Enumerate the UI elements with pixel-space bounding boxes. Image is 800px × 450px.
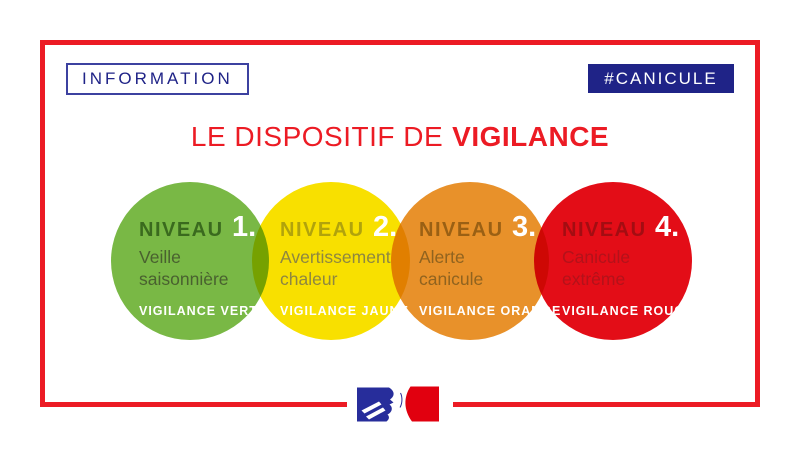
level-4-circle	[534, 182, 692, 340]
level-number: 3.	[512, 211, 537, 243]
level-name: NIVEAU	[139, 219, 224, 241]
information-badge: INFORMATION	[66, 63, 249, 95]
level-4-content: NIVEAU 4. Canicule extrême VIGILANCE ROU…	[562, 212, 695, 319]
description-line: Alerte	[419, 247, 465, 267]
level-1-content: NIVEAU 1. Veille saisonnière VIGILANCE V…	[139, 212, 271, 319]
description-line: Veille	[139, 247, 181, 267]
level-1-description: Veille saisonnière	[139, 246, 271, 290]
level-2-content: NIVEAU 2. Avertissement chaleur VIGILANC…	[280, 212, 412, 319]
level-4-title: NIVEAU 4.	[562, 212, 694, 243]
level-1-title: NIVEAU 1.	[139, 212, 271, 243]
level-3-vigilance-label: VIGILANCE ORANGE	[419, 304, 562, 318]
level-2-description: Avertissement chaleur	[280, 246, 412, 290]
level-2-vigilance-label: VIGILANCE JAUNE	[280, 304, 409, 318]
level-3-content: NIVEAU 3. Alerte canicule VIGILANCE ORAN…	[419, 212, 562, 319]
level-4-description: Canicule extrême	[562, 246, 694, 290]
logo-face-profile-carve	[386, 387, 397, 422]
level-number: 4.	[655, 211, 680, 243]
description-line: Avertissement	[280, 247, 391, 267]
page-title: LE DISPOSITIF DE VIGILANCE	[0, 121, 800, 153]
level-2-circle	[252, 182, 410, 340]
description-line: canicule	[419, 269, 484, 289]
hashtag-canicule-badge: #CANICULE	[588, 64, 734, 93]
level-3-circle	[391, 182, 549, 340]
marianne-french-republic-logo-icon	[357, 386, 439, 422]
description-line: Canicule	[562, 247, 631, 267]
level-3-title: NIVEAU 3.	[419, 212, 551, 243]
level-2-title: NIVEAU 2.	[280, 212, 412, 243]
level-4-vigilance-label: VIGILANCE ROUGE	[562, 304, 695, 318]
level-number: 2.	[373, 211, 398, 243]
level-1-vigilance-label: VIGILANCE VERTE	[139, 304, 268, 318]
description-line: saisonnière	[139, 269, 229, 289]
level-1-circle	[111, 182, 269, 340]
logo-face-hint-line	[399, 392, 403, 408]
level-number: 1.	[232, 211, 257, 243]
logo-red-block	[404, 386, 439, 422]
level-name: NIVEAU	[280, 219, 365, 241]
level-name: NIVEAU	[562, 219, 647, 241]
level-3-description: Alerte canicule	[419, 246, 551, 290]
description-line: extrême	[562, 269, 626, 289]
logo-head-back-carve	[404, 386, 412, 422]
logo-flag-stripe	[366, 407, 386, 420]
page-title-prefix: LE DISPOSITIF DE	[190, 121, 444, 152]
description-line: chaleur	[280, 269, 338, 289]
level-name: NIVEAU	[419, 219, 504, 241]
logo-flag-stripe	[361, 401, 382, 414]
page-title-highlight: VIGILANCE	[452, 121, 610, 152]
